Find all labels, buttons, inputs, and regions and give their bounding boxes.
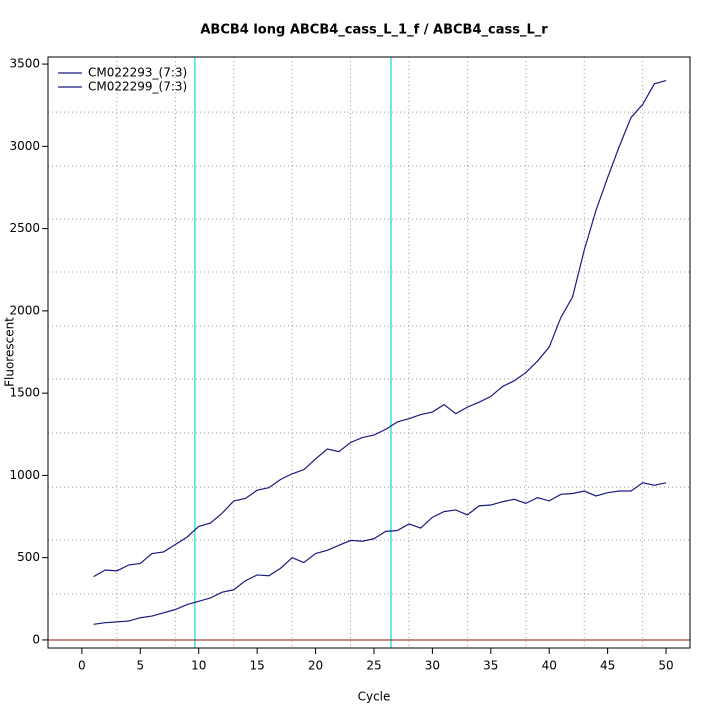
x-tick-label: 35	[483, 659, 498, 673]
x-tick-label: 45	[600, 659, 615, 673]
y-axis-label: Fluorescent	[3, 317, 17, 387]
y-tick-label: 1000	[9, 468, 40, 482]
x-tick-label: 0	[78, 659, 86, 673]
chart-title: ABCB4 long ABCB4_cass_L_1_f / ABCB4_cass…	[200, 23, 548, 38]
x-tick-label: 30	[425, 659, 440, 673]
series-line	[93, 482, 667, 625]
x-axis-label: Cycle	[358, 690, 391, 704]
y-tick-label: 3500	[9, 57, 40, 71]
y-tick-label: 2000	[9, 303, 40, 317]
x-tick-label: 20	[308, 659, 323, 673]
legend-label: CM022293_(7:3)	[88, 66, 187, 80]
x-tick-label: 15	[249, 659, 264, 673]
y-tick-label: 500	[17, 550, 40, 564]
y-tick-label: 1500	[9, 386, 40, 400]
x-tick-label: 50	[658, 659, 673, 673]
x-tick-label: 5	[136, 659, 144, 673]
y-tick-label: 2500	[9, 221, 40, 235]
series-line	[93, 79, 667, 578]
legend-label: CM022299_(7:3)	[88, 80, 187, 94]
x-tick-label: 25	[366, 659, 381, 673]
y-tick-label: 3000	[9, 139, 40, 153]
plot-frame	[47, 56, 691, 649]
y-tick-label: 0	[32, 632, 40, 646]
x-tick-label: 10	[191, 659, 206, 673]
x-tick-label: 40	[542, 659, 557, 673]
